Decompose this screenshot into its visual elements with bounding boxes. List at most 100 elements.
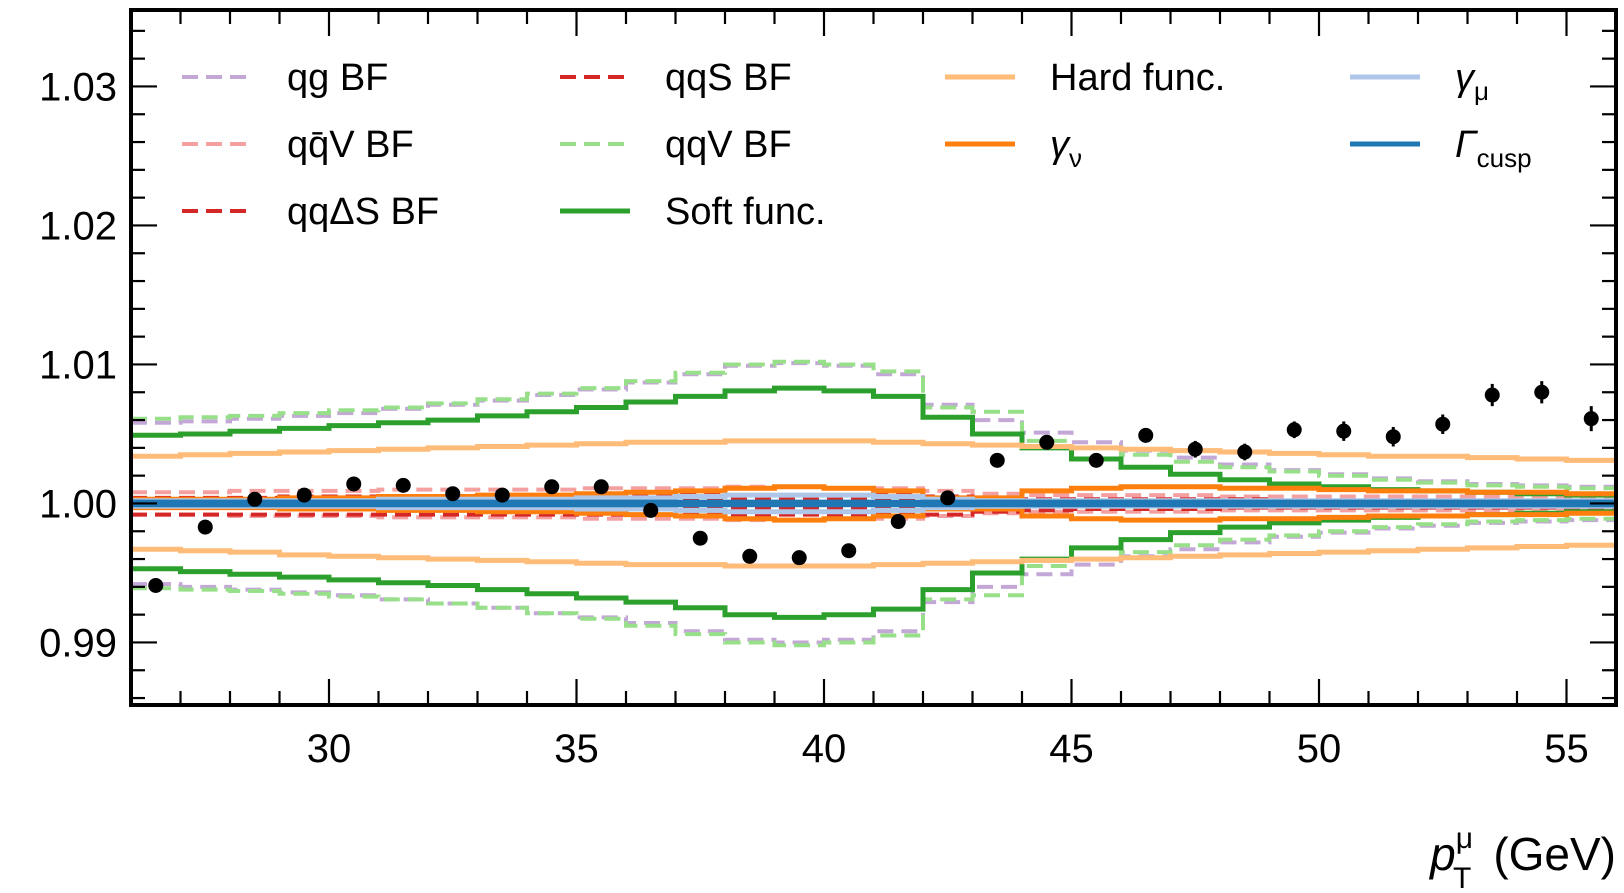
data-point <box>247 491 263 507</box>
data-point-marker <box>445 486 461 502</box>
y-tick-label: 1.00 <box>39 482 117 526</box>
data-point <box>1534 381 1550 404</box>
series-gnu-up-line <box>131 484 1616 502</box>
data-point <box>1187 440 1203 458</box>
series-qg-down-line <box>131 518 1616 645</box>
data-point-marker <box>1088 452 1104 468</box>
legend-label: qqV BF <box>665 124 792 166</box>
data-point <box>197 519 213 535</box>
series-qqV-down-line <box>131 516 1616 648</box>
axis-ticks <box>131 10 1618 705</box>
data-point <box>841 543 857 559</box>
data-point <box>1484 383 1500 407</box>
data-point <box>1385 427 1401 447</box>
data-point <box>791 550 807 566</box>
data-point-marker <box>247 491 263 507</box>
legend-entry-qqV: qqV BF <box>560 124 792 166</box>
legend-label: Γcusp <box>1455 124 1532 173</box>
data-point <box>395 477 411 493</box>
legend-entry-cusp: Γcusp <box>1350 124 1532 173</box>
data-point-marker <box>1435 416 1451 432</box>
plot-frame <box>129 8 1618 707</box>
data-point-marker <box>544 479 560 495</box>
data-point-marker <box>1039 434 1055 450</box>
data-point <box>148 577 164 593</box>
data-point-marker <box>1187 441 1203 457</box>
legend: qg BF qq̄V BF qqΔS BF qqS BF qqV BF Soft func… <box>182 57 1532 233</box>
data-point-marker <box>1484 387 1500 403</box>
data-point <box>940 490 956 506</box>
x-tick-label: 35 <box>554 727 599 771</box>
data-point-marker <box>841 543 857 559</box>
data-point-marker <box>395 477 411 493</box>
data-point <box>593 479 609 495</box>
legend-entry-hard: Hard func. <box>945 57 1225 99</box>
data-point <box>1435 414 1451 434</box>
data-point-marker <box>148 577 164 593</box>
y-tick-label: 1.03 <box>39 65 117 109</box>
legend-entry-gnu: γν <box>945 124 1082 173</box>
data-point-marker <box>742 548 758 564</box>
y-tick-label: 1.02 <box>39 204 117 248</box>
legend-label: γν <box>1050 124 1082 173</box>
data-point <box>1039 434 1055 450</box>
data-point <box>544 479 560 495</box>
data-point-marker <box>1336 423 1352 439</box>
data-point-marker <box>643 502 659 518</box>
legend-label: qqS BF <box>665 57 792 99</box>
legend-entry-qqS: qqS BF <box>560 57 792 99</box>
data-point <box>1286 421 1302 439</box>
data-point-marker <box>296 487 312 503</box>
data-point <box>445 486 461 502</box>
data-point-marker <box>1583 411 1599 427</box>
data-point <box>890 514 906 530</box>
data-point <box>296 487 312 503</box>
x-tick-label: 30 <box>307 727 352 771</box>
legend-entry-qg: qg BF <box>182 57 388 99</box>
legend-label: Soft func. <box>665 191 826 233</box>
legend-label: qg BF <box>287 57 388 99</box>
data-points-layer <box>148 381 1599 593</box>
data-point-marker <box>1534 384 1550 400</box>
legend-entry-soft: Soft func. <box>560 191 826 233</box>
data-point-marker <box>989 452 1005 468</box>
data-point-marker <box>197 519 213 535</box>
data-point-marker <box>1237 444 1253 460</box>
x-tick-label: 55 <box>1544 727 1589 771</box>
series-hard-down-line <box>131 542 1616 569</box>
data-point <box>1237 443 1253 461</box>
legend-label: qqΔS BF <box>287 191 439 233</box>
y-tick-label: 1.01 <box>39 343 117 387</box>
data-point-marker <box>692 530 708 546</box>
data-point-marker <box>1385 429 1401 445</box>
data-point-marker <box>890 514 906 530</box>
x-tick-label: 40 <box>802 727 847 771</box>
data-point-marker <box>1286 422 1302 438</box>
data-point <box>1336 421 1352 441</box>
bands-layer <box>131 359 1616 648</box>
x-axis-label: pμ T (GeV) <box>1428 822 1616 893</box>
legend-label: qq̄V BF <box>287 124 414 166</box>
data-point-marker <box>346 476 362 492</box>
legend-entry-qqbarV: qq̄V BF <box>182 124 414 166</box>
data-point-marker <box>940 490 956 506</box>
data-point <box>742 548 758 564</box>
data-point <box>346 476 362 492</box>
data-point-marker <box>1138 427 1154 443</box>
data-point <box>1583 406 1599 432</box>
data-point-marker <box>494 487 510 503</box>
data-point <box>643 502 659 518</box>
x-tick-label: 50 <box>1297 727 1342 771</box>
legend-entry-gmu: γμ <box>1350 57 1489 106</box>
data-point <box>989 452 1005 468</box>
series-qqV-up-line <box>131 359 1616 491</box>
series-hard-up-line <box>131 438 1616 463</box>
legend-label: γμ <box>1455 57 1489 106</box>
series-gnu-down-line <box>131 505 1616 523</box>
axis-tick-labels: 30 35 40 45 50 55 0.99 1.00 1.01 1.02 1.03 <box>39 65 1589 771</box>
data-point-marker <box>593 479 609 495</box>
data-point <box>1088 452 1104 468</box>
legend-label: Hard func. <box>1050 57 1225 99</box>
data-point-marker <box>791 550 807 566</box>
